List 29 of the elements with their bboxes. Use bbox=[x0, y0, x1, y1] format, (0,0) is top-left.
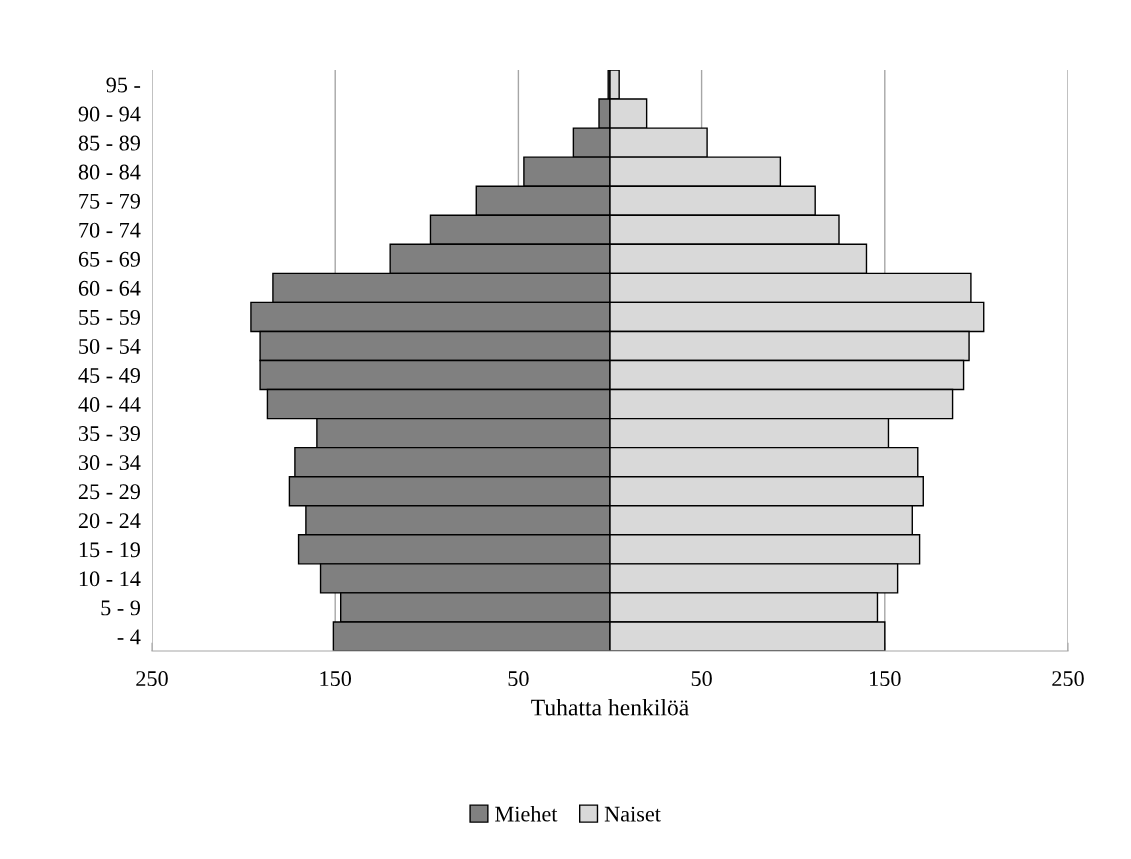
y-tick-label: 5 - 9 bbox=[101, 600, 140, 616]
y-tick-label: 35 - 39 bbox=[79, 426, 140, 442]
x-tick-label: 150 bbox=[320, 671, 352, 687]
y-tick-label: 25 - 29 bbox=[78, 484, 140, 500]
x-tick-label: 50 bbox=[691, 671, 712, 687]
y-tick-label: 50 - 54 bbox=[79, 338, 141, 354]
x-tick-label: 150 bbox=[870, 671, 901, 687]
y-tick-label: 65 - 69 bbox=[78, 251, 140, 267]
y-tick-label: 40 - 44 bbox=[78, 397, 141, 412]
y-tick-label: 60 - 64 bbox=[78, 280, 141, 296]
y-tick-label: 70 - 74 bbox=[79, 222, 141, 238]
legend-label: Naiset bbox=[604, 806, 661, 822]
y-tick-label: 55 - 59 bbox=[79, 309, 140, 325]
y-tick-label: - 4 bbox=[117, 629, 141, 645]
x-tick-label: 250 bbox=[136, 671, 168, 687]
y-tick-label: 15 - 19 bbox=[79, 542, 140, 558]
y-tick-label: 75 - 79 bbox=[79, 193, 140, 209]
y-tick-label: 45 - 49 bbox=[78, 368, 140, 383]
x-axis-title: Tuhatta henkilöä bbox=[531, 698, 689, 716]
legend-label: Miehet bbox=[495, 805, 558, 822]
x-tick-label: 50 bbox=[508, 671, 529, 687]
y-tick-label: 90 - 94 bbox=[78, 106, 141, 122]
y-tick-label: 80 - 84 bbox=[78, 164, 141, 180]
y-tick-label: 10 - 14 bbox=[79, 571, 141, 587]
x-tick-label: 250 bbox=[1052, 671, 1084, 687]
y-tick-label: 20 - 24 bbox=[78, 513, 141, 529]
y-tick-label: 30 - 34 bbox=[79, 455, 141, 471]
y-tick-label: 85 - 89 bbox=[78, 135, 140, 151]
y-tick-label: 95 - bbox=[106, 77, 141, 93]
